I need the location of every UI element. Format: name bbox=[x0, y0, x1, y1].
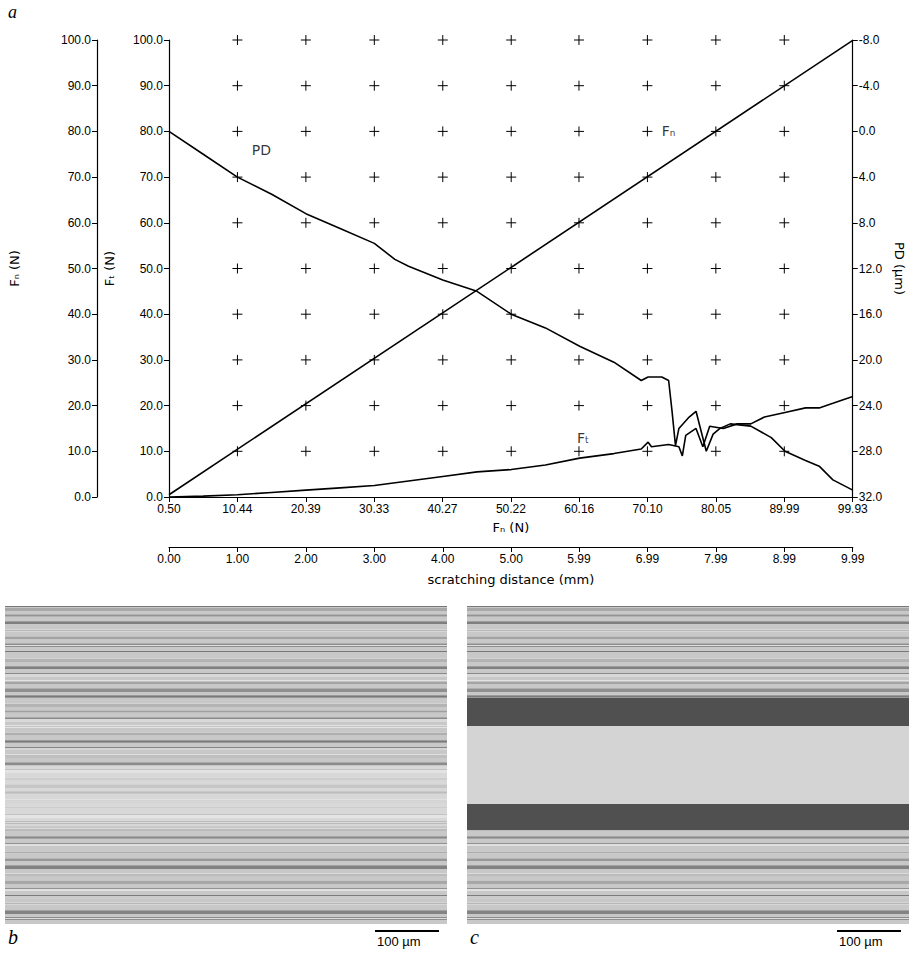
svg-text:99.93: 99.93 bbox=[838, 502, 868, 516]
svg-text:scratching distance (mm): scratching distance (mm) bbox=[428, 572, 595, 587]
svg-text:60.0: 60.0 bbox=[140, 216, 164, 230]
svg-text:32.0: 32.0 bbox=[858, 490, 883, 504]
svg-text:-8.0: -8.0 bbox=[859, 33, 880, 47]
svg-text:0.0: 0.0 bbox=[859, 124, 876, 138]
svg-text:80.0: 80.0 bbox=[140, 124, 164, 138]
svg-text:80.0: 80.0 bbox=[68, 124, 92, 138]
svg-text:100.0: 100.0 bbox=[133, 33, 163, 47]
svg-text:60.16: 60.16 bbox=[564, 502, 594, 516]
svg-text:1.00: 1.00 bbox=[226, 552, 250, 566]
html-text:a: a bbox=[8, 2, 17, 22]
svg-text:9.99: 9.99 bbox=[841, 552, 865, 566]
svg-text:30.33: 30.33 bbox=[359, 502, 389, 516]
svg-text:40.0: 40.0 bbox=[68, 307, 92, 321]
svg-text:30.0: 30.0 bbox=[68, 353, 92, 367]
svg-text:0.0: 0.0 bbox=[146, 490, 163, 504]
svg-text:2.00: 2.00 bbox=[294, 552, 318, 566]
html-text:100 µm: 100 µm bbox=[839, 934, 883, 949]
svg-text:8.99: 8.99 bbox=[773, 552, 797, 566]
svg-text:Fₙ (N): Fₙ (N) bbox=[493, 520, 530, 535]
svg-text:80.05: 80.05 bbox=[701, 502, 731, 516]
svg-text:10.0: 10.0 bbox=[68, 444, 92, 458]
svg-text:100.0: 100.0 bbox=[61, 33, 91, 47]
svg-text:50.0: 50.0 bbox=[68, 262, 92, 276]
svg-text:40.27: 40.27 bbox=[427, 502, 457, 516]
svg-text:0.00: 0.00 bbox=[157, 552, 181, 566]
svg-text:12.0: 12.0 bbox=[859, 262, 883, 276]
svg-text:70.0: 70.0 bbox=[68, 170, 92, 184]
svg-text:Fₜ (N): Fₜ (N) bbox=[102, 251, 117, 286]
svg-text:10.44: 10.44 bbox=[222, 502, 252, 516]
svg-text:6.99: 6.99 bbox=[636, 552, 660, 566]
svg-text:4.00: 4.00 bbox=[431, 552, 455, 566]
svg-text:Fₙ (N): Fₙ (N) bbox=[7, 250, 22, 287]
svg-text:20.0: 20.0 bbox=[68, 399, 92, 413]
svg-text:8.0: 8.0 bbox=[859, 216, 876, 230]
html-text:c: c bbox=[470, 926, 479, 948]
svg-text:4.0: 4.0 bbox=[859, 170, 876, 184]
svg-text:0.50: 0.50 bbox=[157, 502, 181, 516]
svg-text:16.0: 16.0 bbox=[859, 307, 883, 321]
svg-text:PD: PD bbox=[252, 142, 271, 158]
svg-text:70.10: 70.10 bbox=[633, 502, 663, 516]
svg-text:0.0: 0.0 bbox=[74, 490, 91, 504]
svg-text:PD (µm): PD (µm) bbox=[892, 242, 907, 295]
svg-text:24.0: 24.0 bbox=[859, 399, 883, 413]
svg-text:-4.0: -4.0 bbox=[859, 79, 880, 93]
svg-text:3.00: 3.00 bbox=[363, 552, 387, 566]
html-text:b: b bbox=[8, 926, 18, 948]
svg-text:40.0: 40.0 bbox=[140, 307, 164, 321]
svg-text:50.22: 50.22 bbox=[496, 502, 526, 516]
svg-text:20.0: 20.0 bbox=[140, 399, 164, 413]
svg-text:28.0: 28.0 bbox=[859, 444, 883, 458]
svg-text:10.0: 10.0 bbox=[140, 444, 164, 458]
svg-text:30.0: 30.0 bbox=[140, 353, 164, 367]
svg-text:20.0: 20.0 bbox=[859, 353, 883, 367]
svg-text:7.99: 7.99 bbox=[704, 552, 728, 566]
svg-text:5.00: 5.00 bbox=[500, 552, 524, 566]
html-text:100 µm: 100 µm bbox=[377, 934, 421, 949]
svg-text:5.99: 5.99 bbox=[567, 552, 591, 566]
svg-text:60.0: 60.0 bbox=[68, 216, 92, 230]
svg-text:Fₙ: Fₙ bbox=[662, 123, 676, 139]
svg-text:Fₜ: Fₜ bbox=[577, 430, 589, 446]
svg-text:50.0: 50.0 bbox=[140, 262, 164, 276]
svg-text:89.99: 89.99 bbox=[769, 502, 799, 516]
svg-text:90.0: 90.0 bbox=[68, 79, 92, 93]
svg-text:90.0: 90.0 bbox=[140, 79, 164, 93]
svg-text:20.39: 20.39 bbox=[291, 502, 321, 516]
svg-text:70.0: 70.0 bbox=[140, 170, 164, 184]
